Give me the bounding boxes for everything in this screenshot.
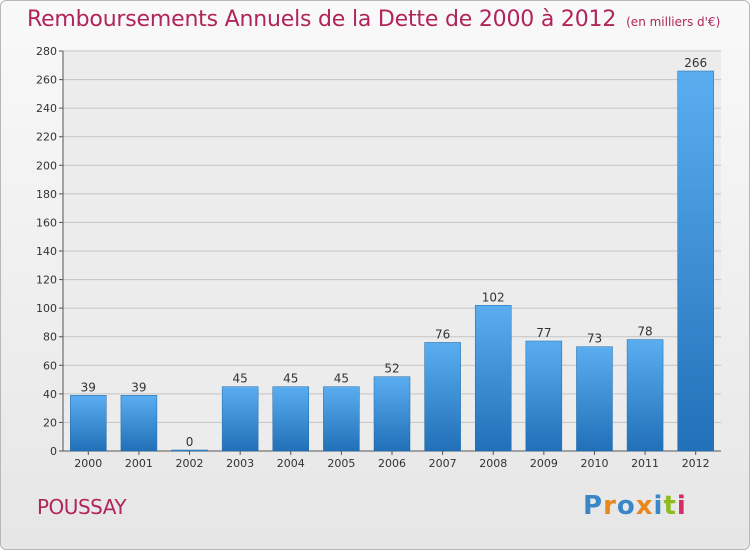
bar-2010 [576, 346, 613, 452]
value-label-2011: 78 [637, 325, 652, 339]
bar-2004 [272, 386, 310, 452]
y-tick-label: 260 [36, 74, 57, 87]
value-label-2005: 45 [334, 372, 349, 386]
value-label-2006: 52 [384, 362, 399, 376]
bar-2002 [171, 449, 208, 452]
y-tick-label: 240 [36, 102, 57, 115]
x-tick-label-2011: 2011 [631, 457, 659, 470]
bar-2006 [373, 376, 411, 452]
x-tick-label-2012: 2012 [682, 457, 710, 470]
y-tick-label: 80 [43, 331, 57, 344]
bar-2000 [70, 395, 107, 452]
logo-letter: o [616, 491, 636, 521]
y-tick-label: 180 [36, 188, 57, 201]
x-tick-label-2006: 2006 [378, 457, 406, 470]
x-tick-label-2003: 2003 [226, 457, 254, 470]
bar-2007 [424, 342, 461, 452]
y-tick-label: 40 [43, 388, 57, 401]
bar-2008 [474, 305, 512, 452]
value-label-2009: 77 [536, 326, 551, 340]
value-label-2007: 76 [435, 327, 450, 341]
y-tick-label: 120 [36, 274, 57, 287]
value-label-2004: 45 [283, 372, 298, 386]
x-tick-label-2010: 2010 [580, 457, 608, 470]
logo-letter: P [583, 491, 604, 521]
bar-2005 [323, 386, 360, 452]
x-tick-label-2004: 2004 [277, 457, 305, 470]
x-tick-label-2007: 2007 [429, 457, 457, 470]
y-tick-label: 160 [36, 216, 57, 229]
y-tick-label: 100 [36, 302, 57, 315]
value-label-2010: 73 [587, 332, 602, 346]
unit-label: (en milliers d'€) [626, 15, 721, 29]
y-tick-label: 220 [36, 131, 57, 144]
logo-letter: i [653, 491, 664, 521]
x-tick-label-2000: 2000 [74, 457, 102, 470]
value-label-2000: 39 [81, 380, 96, 394]
y-tick-label: 280 [36, 45, 57, 58]
logo-letter: x [635, 491, 654, 521]
value-label-2001: 39 [131, 380, 146, 394]
bar-2001 [120, 395, 158, 452]
y-tick-label: 20 [43, 416, 57, 429]
bar-2011 [626, 339, 664, 452]
logo-letter: i [676, 491, 687, 521]
y-tick-label: 140 [36, 245, 57, 258]
x-tick-label-2008: 2008 [479, 457, 507, 470]
bar-2003 [221, 386, 259, 452]
x-tick-label-2009: 2009 [530, 457, 558, 470]
proxiti-logo: Proxiti [583, 491, 687, 521]
y-tick-label: 0 [50, 445, 57, 458]
value-label-2008: 102 [482, 290, 505, 304]
chart-title: Remboursements Annuels de la Dette de 20… [27, 7, 720, 32]
title-text: Remboursements Annuels de la Dette de 20… [27, 7, 617, 32]
logo-letter: r [603, 491, 617, 521]
x-tick-label-2001: 2001 [125, 457, 153, 470]
bar-2009 [525, 340, 563, 452]
value-label-2003: 45 [233, 372, 248, 386]
bar-2012 [677, 70, 714, 452]
x-tick-label-2002: 2002 [176, 457, 204, 470]
logo-letter: t [663, 491, 677, 521]
city-name: POUSSAY [37, 495, 127, 519]
value-label-2002: 0 [186, 435, 194, 449]
y-tick-label: 200 [36, 159, 57, 172]
y-tick-label: 60 [43, 359, 57, 372]
value-label-2012: 266 [684, 56, 707, 70]
x-tick-label-2005: 2005 [327, 457, 355, 470]
